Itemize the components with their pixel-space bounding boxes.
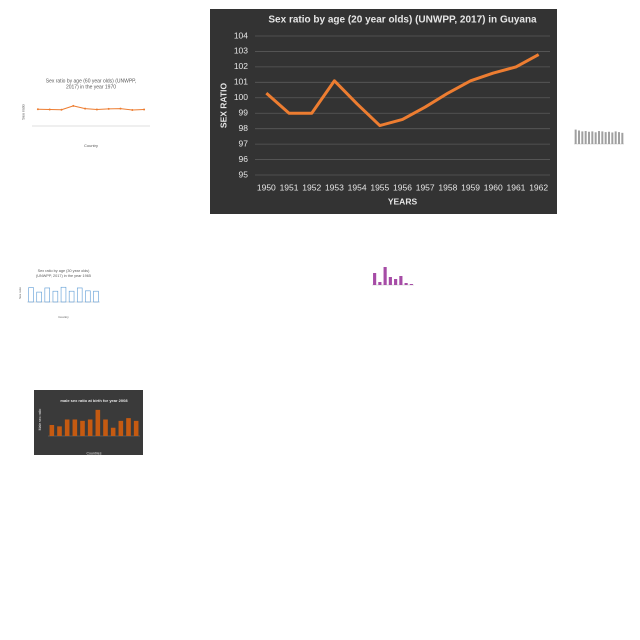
data-point bbox=[131, 109, 134, 112]
chart-background bbox=[210, 9, 557, 214]
bar bbox=[404, 283, 408, 285]
chart-title: 2017) in the year 1970 bbox=[66, 85, 116, 91]
bar bbox=[581, 131, 584, 144]
bar bbox=[57, 426, 62, 436]
y-tick-label: 96 bbox=[239, 154, 249, 164]
data-point bbox=[95, 108, 98, 111]
y-axis-label: Male sex ratio bbox=[38, 409, 42, 431]
chart-background bbox=[18, 265, 103, 323]
bar bbox=[409, 284, 413, 285]
bar bbox=[28, 287, 34, 303]
bar bbox=[49, 425, 55, 436]
chart-background bbox=[20, 75, 155, 160]
bar bbox=[378, 282, 382, 285]
x-tick-label: 1955 bbox=[370, 182, 389, 192]
x-axis-label: Countries bbox=[87, 451, 102, 455]
x-tick-label: 1958 bbox=[438, 182, 457, 192]
bar bbox=[110, 427, 116, 436]
bar bbox=[64, 419, 70, 436]
bar bbox=[578, 130, 580, 144]
bar bbox=[614, 131, 617, 144]
bar bbox=[87, 419, 93, 436]
y-axis-label: Sex ratio bbox=[20, 103, 25, 120]
y-axis-label: SEX RATIO bbox=[218, 83, 228, 129]
bar bbox=[591, 131, 594, 144]
x-tick-label: 1951 bbox=[280, 182, 299, 192]
bar bbox=[68, 290, 75, 303]
chart-title: Sex ratio by age (60 year olds) (UNWPP, bbox=[46, 78, 137, 84]
chart-title: Sex ratio by age (30 year olds) bbox=[38, 269, 90, 273]
data-point bbox=[60, 108, 63, 111]
bar bbox=[588, 131, 590, 144]
data-point bbox=[48, 108, 51, 111]
x-axis-label: YEARS bbox=[388, 196, 418, 206]
bar bbox=[60, 286, 67, 303]
data-point bbox=[36, 108, 39, 111]
x-tick-label: 1953 bbox=[325, 182, 344, 192]
bar bbox=[383, 267, 387, 285]
bar bbox=[373, 273, 377, 285]
bar bbox=[618, 132, 620, 144]
bar bbox=[126, 418, 131, 436]
data-line bbox=[37, 105, 145, 111]
y-tick-label: 95 bbox=[239, 169, 249, 179]
bar bbox=[399, 276, 403, 285]
data-point bbox=[107, 107, 110, 110]
x-tick-label: 1950 bbox=[257, 182, 276, 192]
data-point bbox=[143, 108, 146, 111]
y-tick-label: 100 bbox=[234, 92, 248, 102]
bar bbox=[574, 129, 577, 144]
x-axis-label: Country bbox=[84, 143, 98, 148]
y-tick-label: 102 bbox=[234, 61, 248, 71]
y-tick-label: 104 bbox=[234, 30, 248, 40]
bar bbox=[594, 132, 597, 144]
bar bbox=[601, 131, 604, 144]
bar bbox=[598, 131, 600, 144]
data-point bbox=[119, 107, 122, 110]
bar bbox=[36, 291, 42, 303]
bar bbox=[133, 420, 139, 436]
y-axis-label: Sex ratio bbox=[18, 287, 22, 299]
bar bbox=[608, 131, 610, 144]
y-tick-label: 97 bbox=[239, 138, 249, 148]
chart-title: male sex ratio at birth for year 2008 bbox=[60, 398, 128, 403]
bar bbox=[93, 290, 99, 303]
bar bbox=[584, 131, 587, 144]
bar bbox=[388, 277, 392, 285]
bar bbox=[44, 287, 51, 303]
y-tick-label: 101 bbox=[234, 77, 248, 87]
bar bbox=[85, 290, 91, 303]
x-tick-label: 1962 bbox=[529, 182, 548, 192]
x-tick-label: 1954 bbox=[348, 182, 367, 192]
x-axis-label: Country bbox=[58, 315, 69, 319]
x-tick-label: 1957 bbox=[416, 182, 435, 192]
bar bbox=[621, 132, 624, 144]
bar bbox=[72, 419, 78, 436]
chart-title: (UNWPP, 2017) in the year 1965 bbox=[36, 274, 91, 278]
bar bbox=[76, 287, 83, 303]
x-tick-label: 1952 bbox=[302, 182, 321, 192]
x-tick-label: 1959 bbox=[461, 182, 480, 192]
y-tick-label: 98 bbox=[239, 123, 249, 133]
bar bbox=[103, 419, 108, 436]
bar bbox=[95, 409, 101, 436]
y-tick-label: 103 bbox=[234, 46, 248, 56]
bar bbox=[118, 420, 124, 436]
chart-title: Sex ratio by age (20 year olds) (UNWPP, … bbox=[268, 15, 537, 26]
bar bbox=[604, 132, 607, 144]
data-line bbox=[265, 53, 540, 128]
y-tick-label: 99 bbox=[239, 107, 249, 117]
data-point bbox=[72, 104, 75, 107]
bar bbox=[394, 279, 398, 285]
bar bbox=[611, 132, 614, 144]
x-tick-label: 1960 bbox=[484, 182, 503, 192]
bar bbox=[80, 420, 85, 436]
data-point bbox=[84, 107, 87, 110]
x-tick-label: 1961 bbox=[507, 182, 526, 192]
bar bbox=[52, 290, 59, 303]
x-tick-label: 1956 bbox=[393, 182, 412, 192]
